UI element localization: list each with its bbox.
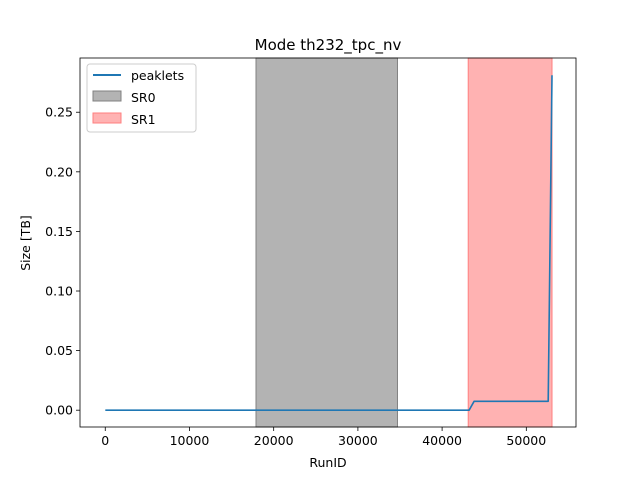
- x-tick-label: 20000: [254, 433, 294, 448]
- legend: peaklets SR0 SR1: [86, 63, 197, 133]
- x-axis-ticks: 0 10000 20000 30000 40000 50000: [101, 427, 546, 448]
- y-tick-label: 0.00: [45, 403, 73, 418]
- highlight-spans: [255, 57, 553, 428]
- legend-sr1-label: SR1: [131, 112, 156, 127]
- legend-sr0-label: SR0: [131, 90, 156, 105]
- x-tick-label: 10000: [170, 433, 210, 448]
- y-axis-label: Size [TB]: [18, 215, 33, 271]
- x-tick-label: 30000: [338, 433, 378, 448]
- chart-title: Mode th232_tpc_nv: [255, 36, 402, 55]
- y-tick-label: 0.05: [45, 343, 73, 358]
- plot-frame: [79, 57, 577, 428]
- legend-sr0-swatch: [92, 90, 122, 102]
- span-sr0: [255, 57, 398, 428]
- series-lines: [105, 75, 553, 412]
- y-tick-label: 0.10: [45, 284, 73, 299]
- series-line-peaklets: [105, 75, 553, 412]
- y-axis-ticks: 0.00 0.05 0.10 0.15 0.20 0.25: [45, 105, 80, 418]
- x-tick-label: 40000: [422, 433, 462, 448]
- legend-sr1-swatch: [92, 112, 122, 124]
- legend-peaklets-label: peaklets: [131, 68, 184, 83]
- x-axis-label: RunID: [309, 455, 346, 470]
- y-tick-label: 0.20: [45, 164, 73, 179]
- y-tick-label: 0.15: [45, 224, 73, 239]
- x-tick-label: 0: [101, 433, 109, 448]
- y-tick-label: 0.25: [45, 105, 73, 120]
- x-tick-label: 50000: [506, 433, 546, 448]
- span-sr1: [467, 57, 553, 428]
